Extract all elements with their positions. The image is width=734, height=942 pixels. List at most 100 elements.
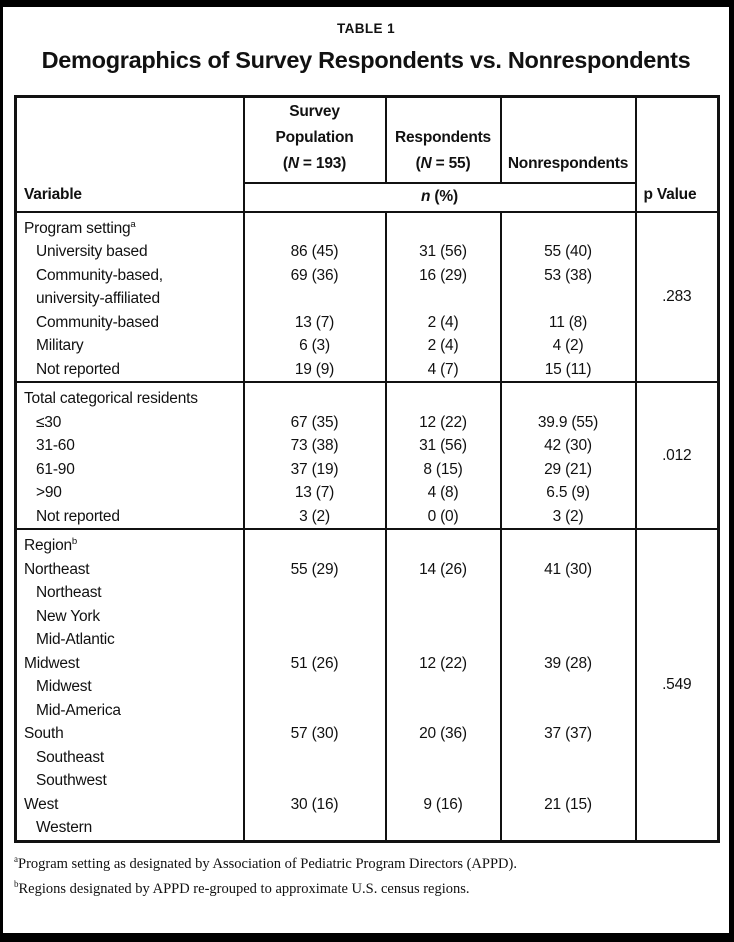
cell-value: 13 (7) <box>294 484 335 501</box>
row-label: university-affiliated <box>36 290 160 307</box>
cell-value <box>387 581 500 605</box>
cell-value: 9 (16) <box>423 795 463 813</box>
cell-value <box>502 769 635 793</box>
header-n-total: (N = 55) <box>415 154 471 172</box>
cell-value <box>387 534 500 558</box>
cell-value: 57 (30) <box>290 725 339 742</box>
cell-value <box>387 605 500 629</box>
cell-value <box>387 769 500 793</box>
cell-value: 6.5 (9) <box>546 484 590 501</box>
header-row-2: n (%) <box>16 181 719 213</box>
cell-value <box>387 628 500 652</box>
cell-value <box>502 605 635 629</box>
cell-value <box>387 387 500 411</box>
cell-value <box>502 675 635 699</box>
data-column-cell: 12 (22) 31 (56) 8 (15) 4 (8) 0 (0) <box>384 381 502 530</box>
cell-value: 51 (26) <box>290 654 339 672</box>
cell-value: 4 (7) <box>427 360 459 378</box>
data-column-cell: 86 (45) 69 (36) 13 (7) 6 (3) 19 (9) <box>242 210 387 383</box>
cell-value: 41 (30) <box>544 560 592 578</box>
label-superscript: b <box>71 535 78 547</box>
cell-value: 86 (45) <box>290 243 339 260</box>
cell-value: 15 (11) <box>544 360 592 378</box>
page-title: Demographics of Survey Respondents vs. N… <box>41 47 691 73</box>
row-label: 31-60 <box>36 437 75 454</box>
table-block-row: Regionb Northeast Northeast New York Mid-Atl… <box>14 528 720 842</box>
row-label: 61-90 <box>36 460 75 478</box>
data-column-cell: 31 (56) 16 (29) 2 (4) 2 (4) 4 (7) <box>384 210 502 383</box>
row-label: Program settinga <box>24 218 136 237</box>
cell-value: 16 (29) <box>419 266 467 284</box>
p-value-cell: .549 <box>634 528 720 842</box>
cell-value <box>387 699 500 723</box>
cell-value: 29 (21) <box>544 460 592 478</box>
footnote-text: Regions designated by APPD re-grouped to… <box>18 880 470 897</box>
row-label: Not reported <box>36 360 120 378</box>
cell-value: 69 (36) <box>290 266 339 284</box>
footnote-marker: b <box>14 878 19 889</box>
cell-value <box>245 534 385 558</box>
row-label: ≤30 <box>36 413 62 431</box>
row-label: Western <box>36 819 93 836</box>
row-label: Northeast <box>36 584 102 601</box>
cell-value: 39 (28) <box>544 654 592 672</box>
cell-value: 55 (40) <box>544 243 592 260</box>
row-label: South <box>24 725 64 742</box>
cell-value: 13 (7) <box>294 313 335 331</box>
footnote-text: Program setting as designated by Associa… <box>18 855 517 872</box>
row-label: Southwest <box>36 772 107 789</box>
cell-value <box>502 387 635 411</box>
table-block-row: Program settinga University based Communit… <box>14 210 720 383</box>
cell-value <box>502 287 635 311</box>
cell-value: 55 (29) <box>290 560 339 578</box>
cell-value <box>387 816 500 840</box>
cell-value: 4 (8) <box>427 484 459 501</box>
cell-value: 37 (19) <box>290 460 339 478</box>
cell-value <box>245 746 385 770</box>
cell-value <box>245 217 385 241</box>
cell-value <box>245 769 385 793</box>
col-header-respondents: Respondents (N = 55) <box>384 95 502 184</box>
row-label: Northeast <box>24 560 90 578</box>
cell-value: 53 (38) <box>544 266 592 284</box>
demographics-table: Variable Survey Population (N = 193) Res… <box>14 95 720 843</box>
cell-value: 73 (38) <box>290 437 339 454</box>
table-header: Variable Survey Population (N = 193) Res… <box>14 95 720 213</box>
footnote-a: aProgram setting as designated by Associ… <box>14 852 729 877</box>
row-label: Not reported <box>36 507 120 525</box>
cell-value <box>245 628 385 652</box>
col-header-n-percent: n (%) <box>242 181 637 213</box>
cell-value <box>502 217 635 241</box>
cell-value: 39.9 (55) <box>537 413 599 431</box>
row-label: West <box>24 795 59 813</box>
cell-value: 3 (2) <box>299 507 330 525</box>
row-label: Mid-Atlantic <box>36 631 115 648</box>
table-body: Program settinga University based Communit… <box>14 210 720 842</box>
cell-value: 3 (2) <box>552 507 584 525</box>
row-label: Community-based, <box>36 266 163 284</box>
cell-value <box>245 816 385 840</box>
cell-value <box>502 581 635 605</box>
cell-value <box>245 581 385 605</box>
row-label: University based <box>36 243 148 260</box>
cell-value <box>502 534 635 558</box>
data-column-cell: 67 (35) 73 (38) 37 (19) 13 (7) 3 (2) <box>242 381 387 530</box>
p-value-cell: .012 <box>634 381 720 530</box>
data-column-cell: 41 (30) 39 (28) 37 (37) 21 (15) <box>499 528 637 842</box>
cell-value: 14 (26) <box>419 560 467 578</box>
cell-value <box>387 746 500 770</box>
cell-value: 19 (9) <box>294 360 335 378</box>
header-n-total: (N = 193) <box>282 154 347 172</box>
table-block-row: Total categorical residents ≤30 31-60 61-90… <box>14 381 720 530</box>
cell-value: 12 (22) <box>419 413 467 431</box>
cell-value: 37 (37) <box>544 725 592 742</box>
data-column-cell: 55 (40) 53 (38) 11 (8) 4 (2) 15 (11) <box>499 210 637 383</box>
cell-value <box>387 217 500 241</box>
col-header-nonrespondents: Nonrespondents <box>499 95 637 184</box>
cell-value: 31 (56) <box>419 243 467 260</box>
cell-value: 20 (36) <box>419 725 467 742</box>
cell-value: 67 (35) <box>290 413 339 431</box>
label-superscript: a <box>130 218 136 230</box>
cell-value <box>245 605 385 629</box>
